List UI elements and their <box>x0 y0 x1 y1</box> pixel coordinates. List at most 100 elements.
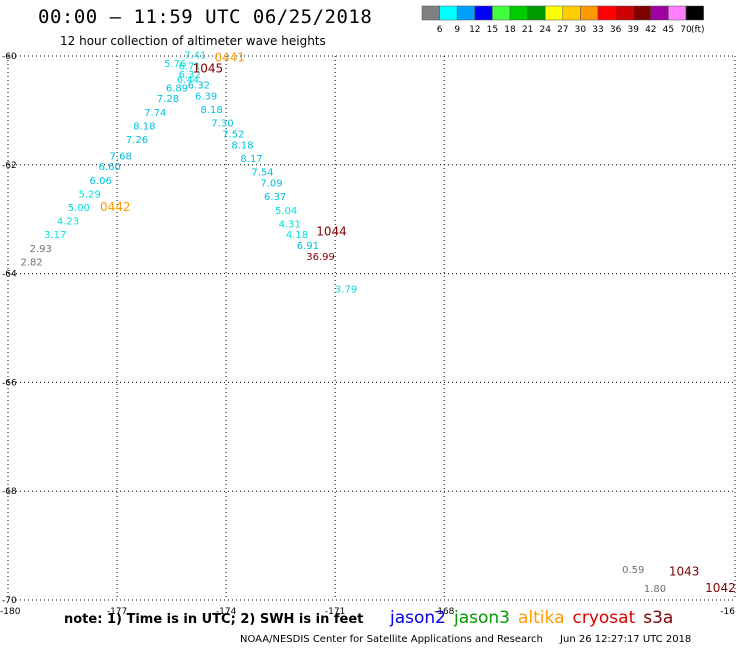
latitude-tick-label: -68 <box>2 487 17 497</box>
satellite-name: jason2 <box>390 608 446 628</box>
legend-tick-label: 39 <box>627 25 639 35</box>
legend-tick-label: 24 <box>539 25 551 35</box>
legend-swatch <box>668 5 687 21</box>
page-subtitle: 12 hour collection of altimeter wave hei… <box>60 34 326 48</box>
wave-height-label: 7.30 <box>211 119 233 130</box>
satellite-legend: jason2 jason3 altika cryosat s3a <box>390 608 681 628</box>
pass-time-label: 1045 <box>193 61 224 75</box>
legend-tick-label: 6 <box>437 25 443 35</box>
pass-time-label: 0442 <box>100 200 131 214</box>
wave-height-label: 7.26 <box>126 135 148 146</box>
wave-height-label: 6.71 <box>179 62 201 73</box>
wave-height-label: 6.32 <box>188 81 210 92</box>
wave-height-label: 5.76 <box>164 59 186 70</box>
generated-timestamp: Jun 26 12:27:17 UTC 2018 <box>560 634 692 645</box>
wave-height-label: 6.91 <box>297 241 319 252</box>
legend-tick-label: 33 <box>592 25 603 35</box>
wave-height-label: 7.09 <box>260 179 282 190</box>
wave-height-label: 3.79 <box>335 285 357 296</box>
legend-swatch <box>492 5 511 21</box>
legend-swatch <box>580 5 599 21</box>
latitude-tick-label: -66 <box>2 378 17 388</box>
credit-text: NOAA/NESDIS Center for Satellite Applica… <box>240 634 543 645</box>
wave-height-label: 5.29 <box>79 189 101 200</box>
satellite-name: cryosat <box>572 608 636 628</box>
wave-height-label: 3.17 <box>44 230 66 241</box>
wave-height-label: 2.82 <box>20 257 42 268</box>
legend-tick-label: 45 <box>663 25 674 35</box>
legend-tick-label: 42 <box>645 25 656 35</box>
legend-swatch <box>597 5 616 21</box>
wave-height-label: 7.54 <box>251 168 273 179</box>
pass-time-label: 1044 <box>316 225 347 239</box>
wave-height-label: 4.23 <box>57 217 79 228</box>
wave-height-label: 5.00 <box>68 203 90 214</box>
legend-swatch <box>456 5 476 21</box>
wave-height-label: 6.60 <box>99 162 121 173</box>
legend-tick-label: 27 <box>557 25 568 35</box>
latitude-tick-label: -64 <box>2 270 17 280</box>
page-title: 00:00 – 11:59 UTC 06/25/2018 <box>38 6 373 28</box>
footer-note: note: 1) Time is in UTC; 2) SWH is in fe… <box>64 612 364 627</box>
wave-height-label: 6.06 <box>90 176 112 187</box>
legend-swatch <box>421 5 440 21</box>
wave-height-label: 7.28 <box>157 94 179 105</box>
legend-tick-label: 30 <box>575 25 587 35</box>
wave-height-label: 4.31 <box>279 219 301 230</box>
legend-tick-label: 12 <box>469 25 480 35</box>
longitude-tick-label: -174 <box>216 607 237 617</box>
longitude-tick-label: -177 <box>107 607 127 617</box>
color-legend: 6 9 12 15 18 21 24 27 30 33 36 39 42 45 70 (ft) <box>421 5 705 35</box>
wave-height-label: 36.99 <box>306 252 335 263</box>
pass-time-label: 1042 <box>705 581 736 595</box>
wave-height-label: 7.74 <box>144 108 166 119</box>
legend-swatch <box>509 5 528 21</box>
wave-height-label: 6.32 <box>179 70 201 81</box>
wave-height-label: 7.41 <box>184 51 206 62</box>
satellite-name: jason3 <box>454 608 510 628</box>
longitude-tick-label: -16 <box>720 607 735 617</box>
legend-swatch <box>632 5 652 21</box>
legend-swatch <box>474 5 493 21</box>
lat-lon-grid: -180 -177 -174 -171 -168 -16 -60 -62 -64 -66 -68 -7… <box>0 52 736 617</box>
satellite-name: s3a <box>643 608 674 628</box>
latitude-tick-label: -60 <box>2 52 17 62</box>
wave-height-label: 0.59 <box>622 565 644 576</box>
wave-height-label: 7.68 <box>110 151 132 162</box>
longitude-tick-label: -168 <box>434 607 455 617</box>
latitude-tick-label: -70 <box>2 596 17 606</box>
latitude-tick-label: -62 <box>2 161 17 171</box>
wave-height-label: 2.93 <box>30 244 52 255</box>
legend-tick-label: 18 <box>504 25 516 35</box>
legend-swatch <box>439 5 458 21</box>
satellite-name: altika <box>518 608 565 628</box>
legend-tick-label: 21 <box>522 25 533 35</box>
pass-time-label: 0441 <box>214 50 245 64</box>
legend-unit: (ft) <box>691 25 705 35</box>
wave-height-label: 7.52 <box>222 130 244 141</box>
wave-height-label: 6.39 <box>195 92 217 103</box>
legend-tick-label: 15 <box>487 25 498 35</box>
legend-swatch <box>544 5 564 21</box>
longitude-tick-label: -180 <box>0 607 21 617</box>
legend-swatch <box>562 5 581 21</box>
legend-swatch <box>650 5 669 21</box>
legend-tick-label: 70 <box>680 25 692 35</box>
wave-height-label: 6.44 <box>177 75 199 86</box>
legend-swatch <box>685 5 704 21</box>
wave-height-label: 6.89 <box>166 83 188 94</box>
wave-height-observations: 7.415.766.716.326.446.326.896.397.288.18… <box>20 51 666 595</box>
footer-credit: NOAA/NESDIS Center for Satellite Applica… <box>240 634 691 645</box>
legend-swatch <box>527 5 546 21</box>
wave-height-label: 8.18 <box>231 140 253 151</box>
longitude-tick-label: -171 <box>325 607 345 617</box>
wave-height-label: 6.37 <box>264 192 286 203</box>
legend-tick-label: 36 <box>610 25 622 35</box>
pass-time-label: 1043 <box>669 565 700 579</box>
wave-height-label: 8.18 <box>200 105 222 116</box>
wave-height-label: 8.17 <box>240 154 262 165</box>
legend-swatch <box>615 5 634 21</box>
wave-height-label: 1.80 <box>644 584 666 595</box>
